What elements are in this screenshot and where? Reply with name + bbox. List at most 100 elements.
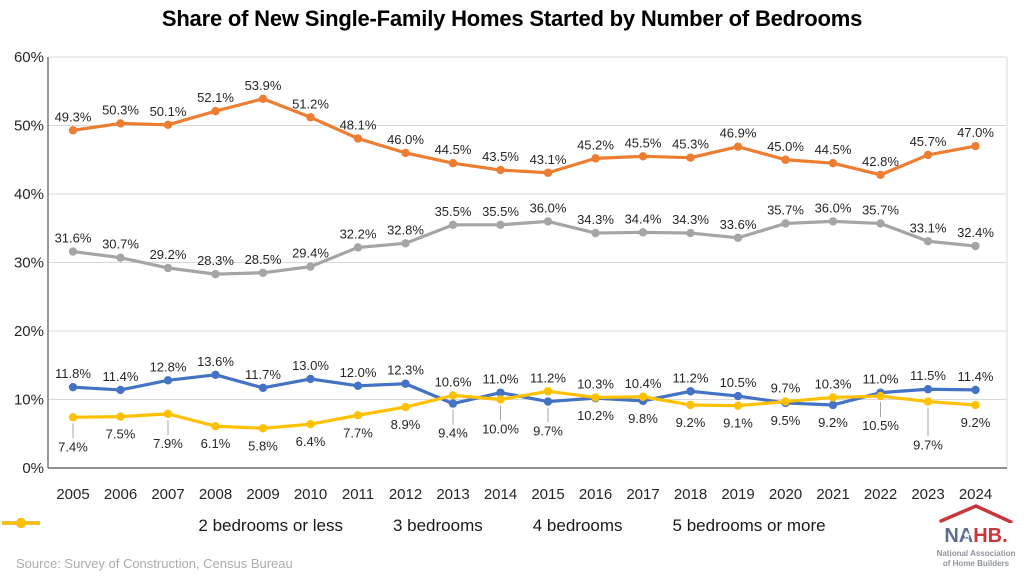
data-label-2-bedrooms-or-less: 11.4% [958,369,994,384]
data-label-3-bedrooms: 45.5% [625,135,662,150]
data-label-4-bedrooms: 28.5% [245,252,282,267]
data-point-5-bedrooms-or-more [211,422,220,431]
data-label-3-bedrooms: 52.1% [197,90,234,105]
data-point-2-bedrooms-or-less [116,385,125,395]
data-label-4-bedrooms: 32.2% [340,226,377,241]
legend-item-3-bedrooms: 3 bedrooms [2,516,483,536]
chart-title: Share of New Single-Family Homes Started… [161,6,863,31]
data-point-3-bedrooms [163,120,173,130]
x-tick-label: 2006 [104,486,137,503]
data-point-2-bedrooms-or-less [971,385,980,395]
data-label-4-bedrooms: 28.3% [197,253,234,268]
data-label-5-bedrooms-or-more: 10.0% [482,422,519,437]
data-label-4-bedrooms: 33.6% [720,217,757,232]
logo-wordmark: NAHB. ★ [934,526,1018,546]
data-label-3-bedrooms: 45.0% [767,139,804,154]
y-tick-label: 10% [14,392,44,409]
data-label-3-bedrooms: 42.8% [862,154,899,169]
data-point-4-bedrooms [923,237,933,246]
data-point-5-bedrooms-or-more [68,413,78,422]
source-note: Source: Survey of Construction, Census B… [16,556,293,571]
y-tick-label: 30% [14,255,44,272]
data-point-3-bedrooms [733,142,743,151]
x-tick-label: 2021 [816,486,849,503]
data-label-5-bedrooms-or-more: 10.4% [625,376,662,391]
legend-item-2-bedrooms-or-less: 2 bedrooms or less [2,516,343,536]
logo-hb-text: HB. [973,525,1008,547]
data-point-2-bedrooms-or-less [211,370,220,380]
y-tick-label: 40% [14,186,44,203]
data-point-2-bedrooms-or-less [401,379,410,388]
logo-na-text: NA [944,525,974,547]
data-point-5-bedrooms-or-more [448,391,458,400]
data-point-4-bedrooms [591,228,600,238]
data-point-5-bedrooms-or-more [971,400,980,410]
data-label-2-bedrooms-or-less: 11.7% [245,367,281,382]
legend-label: 3 bedrooms [392,516,483,535]
data-point-4-bedrooms [68,247,78,256]
legend-label: 5 bedrooms or more [672,516,826,535]
data-point-5-bedrooms-or-more [733,401,743,410]
data-point-2-bedrooms-or-less [543,397,553,406]
data-point-4-bedrooms [496,220,505,230]
data-label-2-bedrooms-or-less: 11.0% [483,372,519,387]
x-tick-label: 2011 [342,486,374,503]
data-point-5-bedrooms-or-more [828,393,838,402]
legend-label: 2 bedrooms or less [198,516,343,535]
data-point-4-bedrooms [638,228,648,237]
data-label-2-bedrooms-or-less: 12.8% [150,359,187,374]
data-label-5-bedrooms-or-more: 7.5% [106,427,136,442]
data-point-2-bedrooms-or-less [258,383,268,393]
logo-subtitle-line2: of Home Builders [942,558,1010,568]
data-point-4-bedrooms [448,220,458,230]
data-point-3-bedrooms [828,158,838,168]
series-line-2-bedrooms-or-less [71,373,978,407]
data-point-5-bedrooms-or-more [306,419,315,429]
data-label-2-bedrooms-or-less: 9.4% [438,426,468,441]
data-label-2-bedrooms-or-less: 12.3% [387,363,424,378]
x-tick-label: 2019 [721,486,754,503]
data-label-5-bedrooms-or-more: 9.2% [961,415,991,430]
x-tick-label: 2013 [436,486,469,503]
data-point-4-bedrooms [353,243,363,252]
data-label-3-bedrooms: 43.5% [482,149,519,164]
data-label-5-bedrooms-or-more: 6.4% [296,434,326,449]
data-point-5-bedrooms-or-more [543,387,553,396]
y-tick-label: 60% [14,49,44,66]
data-point-5-bedrooms-or-more [163,409,173,419]
data-point-2-bedrooms-or-less [828,400,838,410]
data-label-5-bedrooms-or-more: 10.3% [815,376,852,391]
data-label-2-bedrooms-or-less: 10.2% [577,408,614,423]
data-label-3-bedrooms: 43.1% [530,152,567,167]
data-label-2-bedrooms-or-less: 9.2% [818,415,848,430]
data-point-5-bedrooms-or-more [876,391,885,401]
data-point-5-bedrooms-or-more [781,397,790,406]
data-label-5-bedrooms-or-more: 9.7% [771,381,801,396]
data-label-3-bedrooms: 50.1% [150,104,187,119]
star-icon: ★ [963,530,972,540]
data-label-5-bedrooms-or-more: 10.5% [862,418,899,433]
data-point-2-bedrooms-or-less [733,391,743,401]
data-label-3-bedrooms: 50.3% [102,102,139,117]
data-point-4-bedrooms [543,217,553,226]
y-tick-label: 20% [14,323,44,340]
data-label-4-bedrooms: 32.8% [387,222,424,237]
data-point-3-bedrooms [638,152,648,161]
data-point-2-bedrooms-or-less [448,399,458,408]
legend-item-5-bedrooms-or-more: 5 bedrooms or more [2,516,826,536]
x-tick-label: 2014 [484,486,517,503]
data-label-4-bedrooms: 36.0% [815,200,852,215]
data-point-3-bedrooms [496,165,505,175]
data-label-5-bedrooms-or-more: 6.1% [201,436,231,451]
data-label-2-bedrooms-or-less: 11.4% [103,369,139,384]
data-label-4-bedrooms: 35.7% [767,202,804,217]
data-point-5-bedrooms-or-more [401,402,410,412]
data-point-2-bedrooms-or-less [923,385,933,394]
data-point-3-bedrooms [686,153,695,162]
legend-dot [16,518,26,528]
data-label-3-bedrooms: 47.0% [957,125,994,140]
data-point-3-bedrooms [258,94,268,103]
data-label-3-bedrooms: 53.9% [245,78,282,93]
data-label-3-bedrooms: 45.2% [577,137,614,152]
